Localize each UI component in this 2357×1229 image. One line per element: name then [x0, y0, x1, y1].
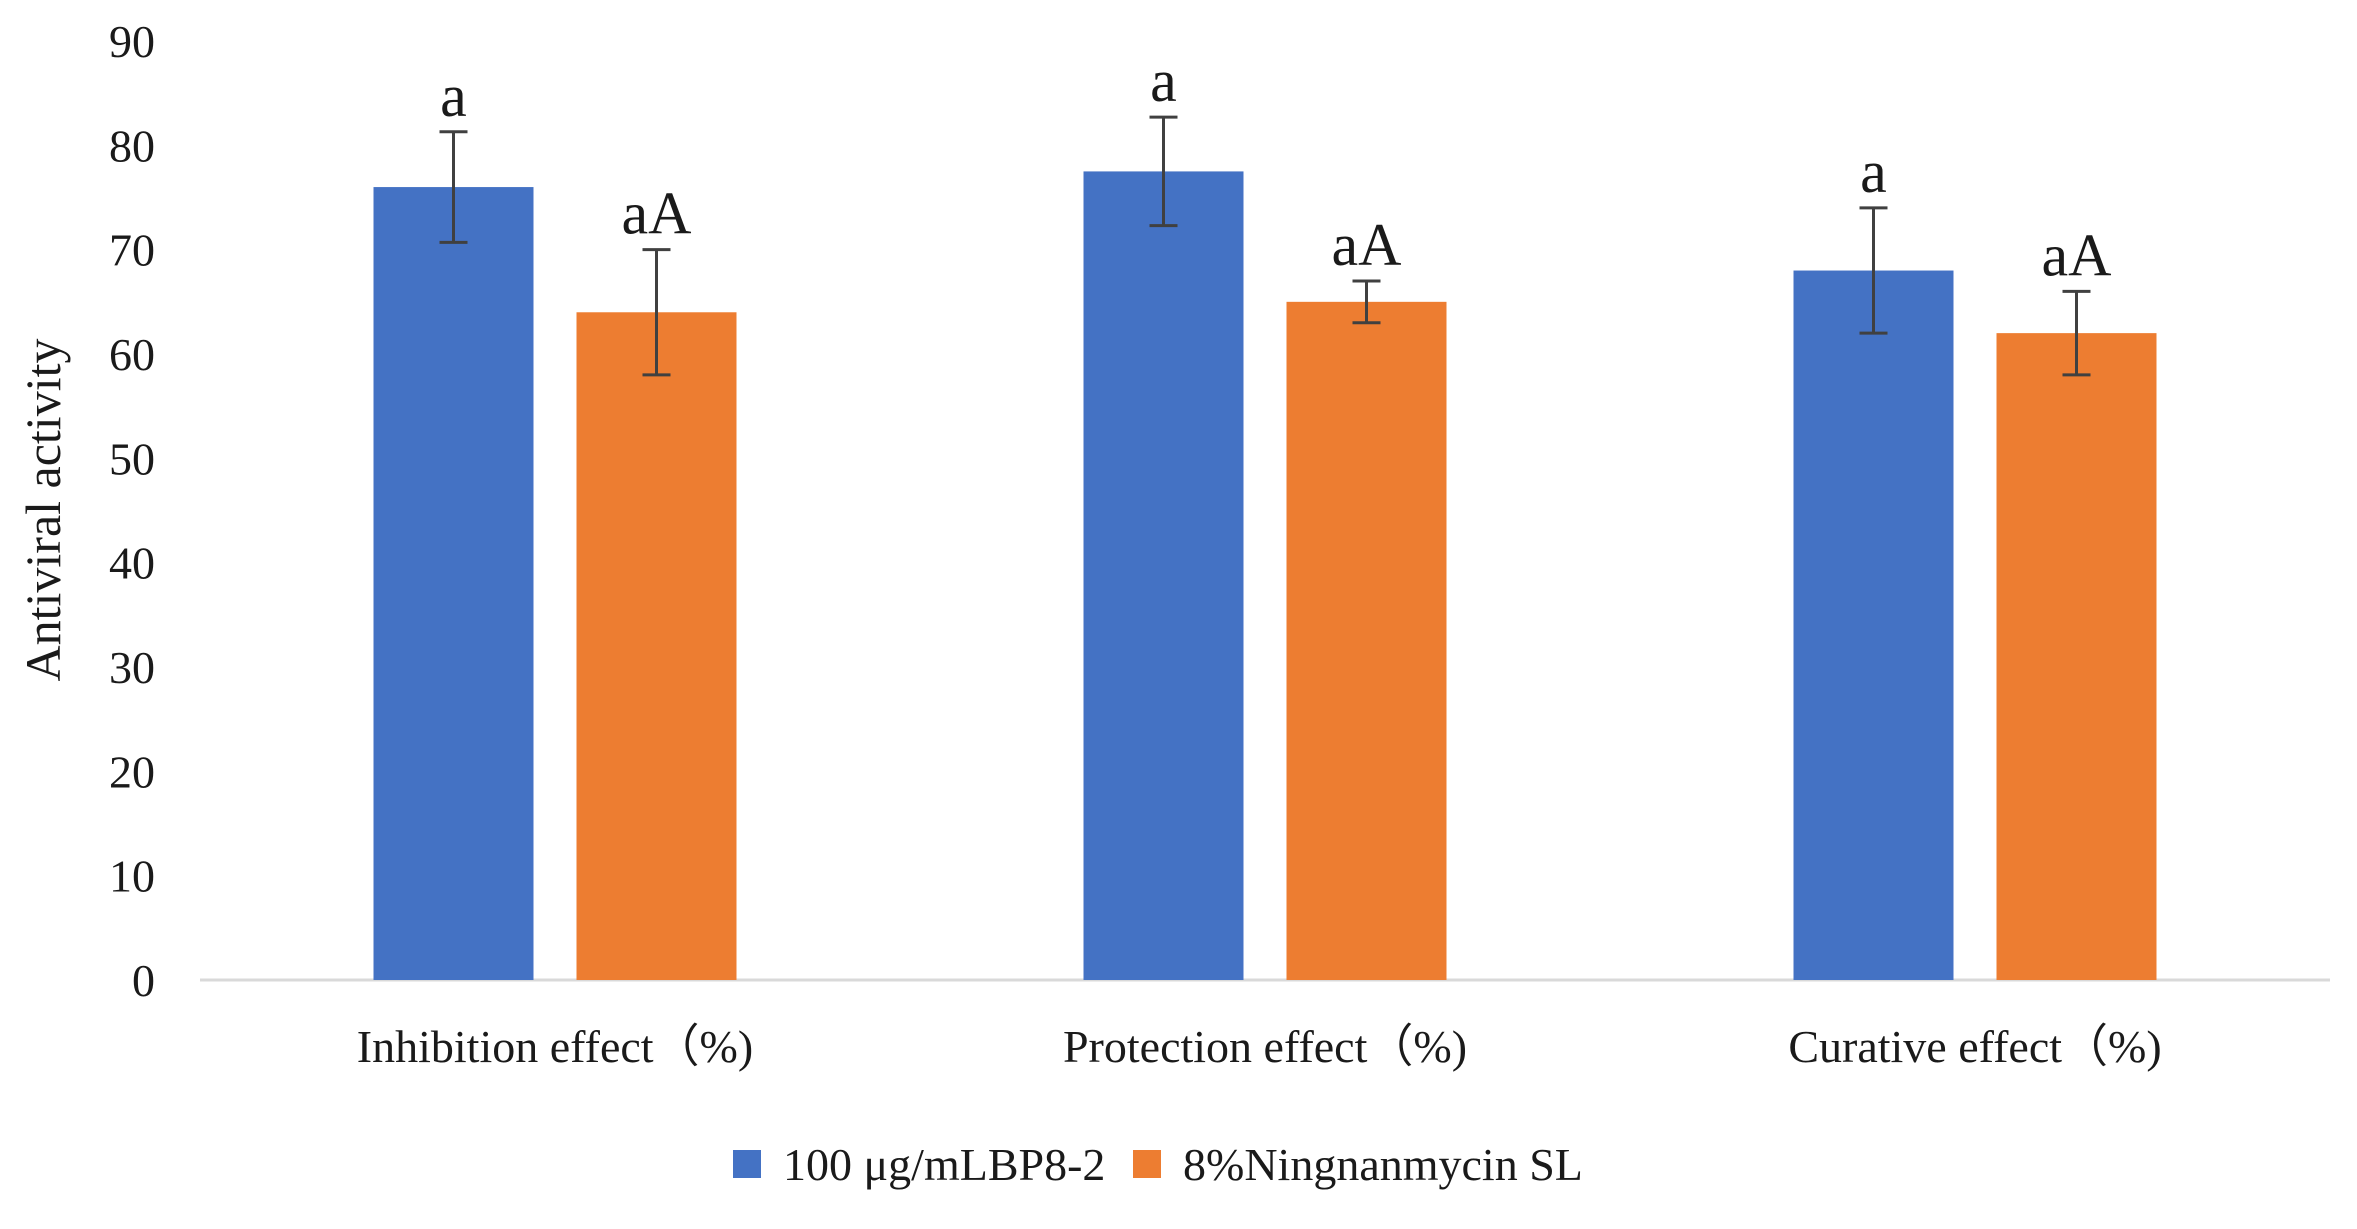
y-tick-label: 20: [109, 746, 155, 797]
significance-label: aA: [2042, 222, 2112, 288]
x-tick-label: Inhibition effect（%): [357, 1021, 753, 1072]
bars-group: a aA a aA a aA: [373, 48, 2157, 981]
x-tick-label: Protection effect（%): [1063, 1021, 1467, 1072]
y-tick-label: 40: [109, 538, 155, 589]
legend-label: 100 μg/mLBP8-2: [783, 1139, 1105, 1190]
y-tick-label: 0: [132, 955, 155, 1006]
legend-swatch: [733, 1150, 761, 1178]
bar: [1996, 333, 2157, 981]
x-tick-label: Curative effect（%): [1788, 1021, 2161, 1072]
bar: [1286, 301, 1447, 980]
significance-label: aA: [1332, 212, 1402, 278]
significance-label: a: [1860, 139, 1887, 205]
significance-label: a: [1150, 48, 1177, 114]
y-tick-label: 10: [109, 851, 155, 902]
bar: [576, 312, 737, 980]
y-tick-label: 80: [109, 120, 155, 171]
y-tick-label: 90: [109, 16, 155, 67]
y-axis-ticks: 0 10 20 30 40 50 60 70 80 90: [109, 16, 155, 1006]
legend-label: 8%Ningnanmycin SL: [1183, 1139, 1583, 1190]
y-tick-label: 70: [109, 225, 155, 276]
bar: [373, 187, 534, 981]
significance-label: a: [440, 63, 467, 129]
y-tick-label: 60: [109, 329, 155, 380]
y-tick-label: 50: [109, 433, 155, 484]
y-tick-label: 30: [109, 642, 155, 693]
bar: [1793, 270, 1954, 980]
significance-label: aA: [622, 181, 692, 247]
bar: [1083, 171, 1244, 980]
x-axis-tick-labels: Inhibition effect（%) Protection effect（%)…: [357, 1021, 2162, 1072]
y-axis-label: Antiviral activity: [15, 339, 71, 682]
legend: 100 μg/mLBP8-2 8%Ningnanmycin SL: [733, 1139, 1583, 1190]
legend-swatch: [1133, 1150, 1161, 1178]
